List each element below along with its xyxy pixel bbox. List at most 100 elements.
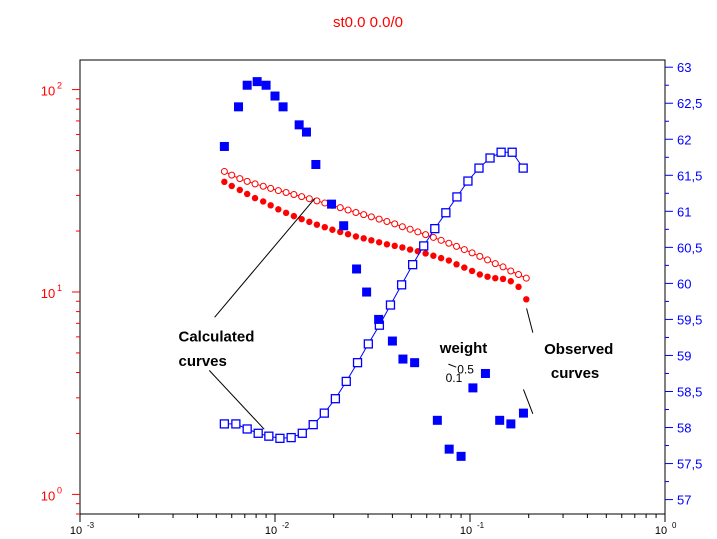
data-point-filled-square <box>410 358 420 368</box>
data-point-open-square <box>308 419 318 430</box>
data-point-filled-square <box>278 102 288 112</box>
data-point-open-circle <box>445 239 453 247</box>
series-line-2 <box>224 151 524 439</box>
data-point-open-square <box>275 433 285 443</box>
data-point-open-square <box>385 300 396 310</box>
data-point-filled-circle <box>313 221 321 228</box>
data-point-filled-circle <box>368 237 375 244</box>
y-left-tick-label: 10 <box>41 488 55 503</box>
data-point-filled-square <box>242 80 252 90</box>
data-point-open-square <box>264 431 274 441</box>
data-point-filled-circle <box>445 257 453 264</box>
x-tick-label: 10 <box>460 525 472 537</box>
data-point-filled-circle <box>251 194 259 202</box>
data-point-filled-square <box>432 415 442 425</box>
x-axis: 10 -3 10 -2 10 -1 10 0 <box>70 514 677 537</box>
data-point-filled-square <box>311 159 321 169</box>
data-point-filled-square <box>362 287 372 297</box>
annotation-leader-line <box>526 308 534 333</box>
data-point-filled-circle <box>391 242 398 250</box>
data-point-open-circle <box>499 263 507 271</box>
data-point-filled-circle <box>290 212 298 220</box>
data-point-open-square <box>319 408 329 418</box>
data-point-open-square <box>496 147 506 157</box>
data-point-filled-circle <box>461 264 468 271</box>
annotation-leader-line <box>522 389 534 415</box>
data-point-open-circle <box>391 220 399 228</box>
data-point-filled-square <box>294 120 304 130</box>
data-point-filled-square <box>398 354 408 364</box>
data-point-open-circle <box>491 260 499 268</box>
data-point-open-square <box>297 428 307 438</box>
data-point-open-square <box>231 419 241 429</box>
data-point-open-square <box>507 147 517 157</box>
data-point-open-square <box>219 419 230 429</box>
data-point-filled-circle <box>437 254 445 262</box>
y-right-tick-label: 60,5 <box>677 240 702 255</box>
data-point-filled-circle <box>221 178 228 186</box>
x-tick-exponent: -1 <box>477 521 485 530</box>
data-point-open-circle <box>352 208 360 216</box>
data-point-open-square <box>352 358 363 368</box>
y-right-axis: 63 62,5 62 61,5 61 60,5 60 59,5 59 58,5 58 57,5 57 <box>665 60 702 508</box>
data-point-open-circle <box>515 271 523 279</box>
x-tick-label: 10 <box>655 525 667 537</box>
x-tick-exponent: -3 <box>87 521 95 530</box>
data-point-open-square <box>441 208 451 218</box>
data-point-filled-circle <box>468 267 476 275</box>
y-left-tick-exponent: 0 <box>57 485 62 495</box>
x-tick-exponent: 0 <box>672 521 677 530</box>
data-point-filled-circle <box>399 244 406 251</box>
data-point-open-square <box>407 260 418 270</box>
data-point-filled-circle <box>243 190 251 198</box>
data-point-filled-circle <box>507 278 515 285</box>
data-point-open-circle <box>236 175 244 183</box>
data-point-open-square <box>485 153 495 163</box>
data-point-open-circle <box>259 182 267 190</box>
data-point-filled-circle <box>352 233 360 240</box>
data-point-filled-square <box>468 383 478 393</box>
data-point-filled-circle <box>298 215 305 223</box>
chart-title: st0.0 0.0/0 <box>333 14 403 31</box>
data-point-open-circle <box>406 225 414 233</box>
data-point-open-circle <box>375 215 383 223</box>
data-point-open-square <box>363 339 373 349</box>
data-point-filled-circle <box>476 271 484 278</box>
data-point-filled-circle <box>484 273 491 280</box>
data-point-filled-circle <box>228 182 235 190</box>
data-point-filled-circle <box>260 198 267 205</box>
annotation-leader-line <box>214 198 316 318</box>
data-point-open-square <box>452 192 462 202</box>
data-point-filled-circle <box>430 252 437 259</box>
data-point-open-circle <box>290 191 298 199</box>
data-point-filled-square <box>234 102 244 112</box>
data-point-open-circle <box>453 242 461 250</box>
data-point-filled-circle <box>523 296 530 303</box>
data-point-filled-square <box>444 444 454 454</box>
data-point-filled-square <box>219 141 229 151</box>
data-point-open-circle <box>383 217 391 225</box>
data-point-filled-circle <box>499 275 507 283</box>
y-left-tick-label: 10 <box>41 84 55 99</box>
data-point-filled-circle <box>306 218 313 226</box>
data-point-filled-circle <box>337 228 344 236</box>
y-right-tick-label: 62 <box>677 132 691 147</box>
data-point-open-circle <box>398 223 406 231</box>
y-right-tick-label: 57,5 <box>677 457 702 472</box>
data-point-filled-circle <box>453 261 460 268</box>
data-point-open-square <box>242 424 252 434</box>
data-point-filled-circle <box>515 283 522 291</box>
data-point-open-circle <box>220 167 228 175</box>
y-right-tick-label: 59,5 <box>677 312 702 327</box>
data-point-filled-circle <box>282 209 290 217</box>
data-point-open-circle <box>460 246 468 254</box>
data-point-filled-square <box>261 80 271 90</box>
data-point-filled-square <box>456 451 466 461</box>
y-right-tick-label: 61,5 <box>677 168 702 183</box>
data-point-open-circle <box>476 252 484 260</box>
data-point-filled-circle <box>236 186 244 194</box>
y-right-tick-label: 63 <box>677 60 691 75</box>
data-point-open-circle <box>321 199 329 207</box>
y-left-tick-label: 10 <box>41 286 55 301</box>
